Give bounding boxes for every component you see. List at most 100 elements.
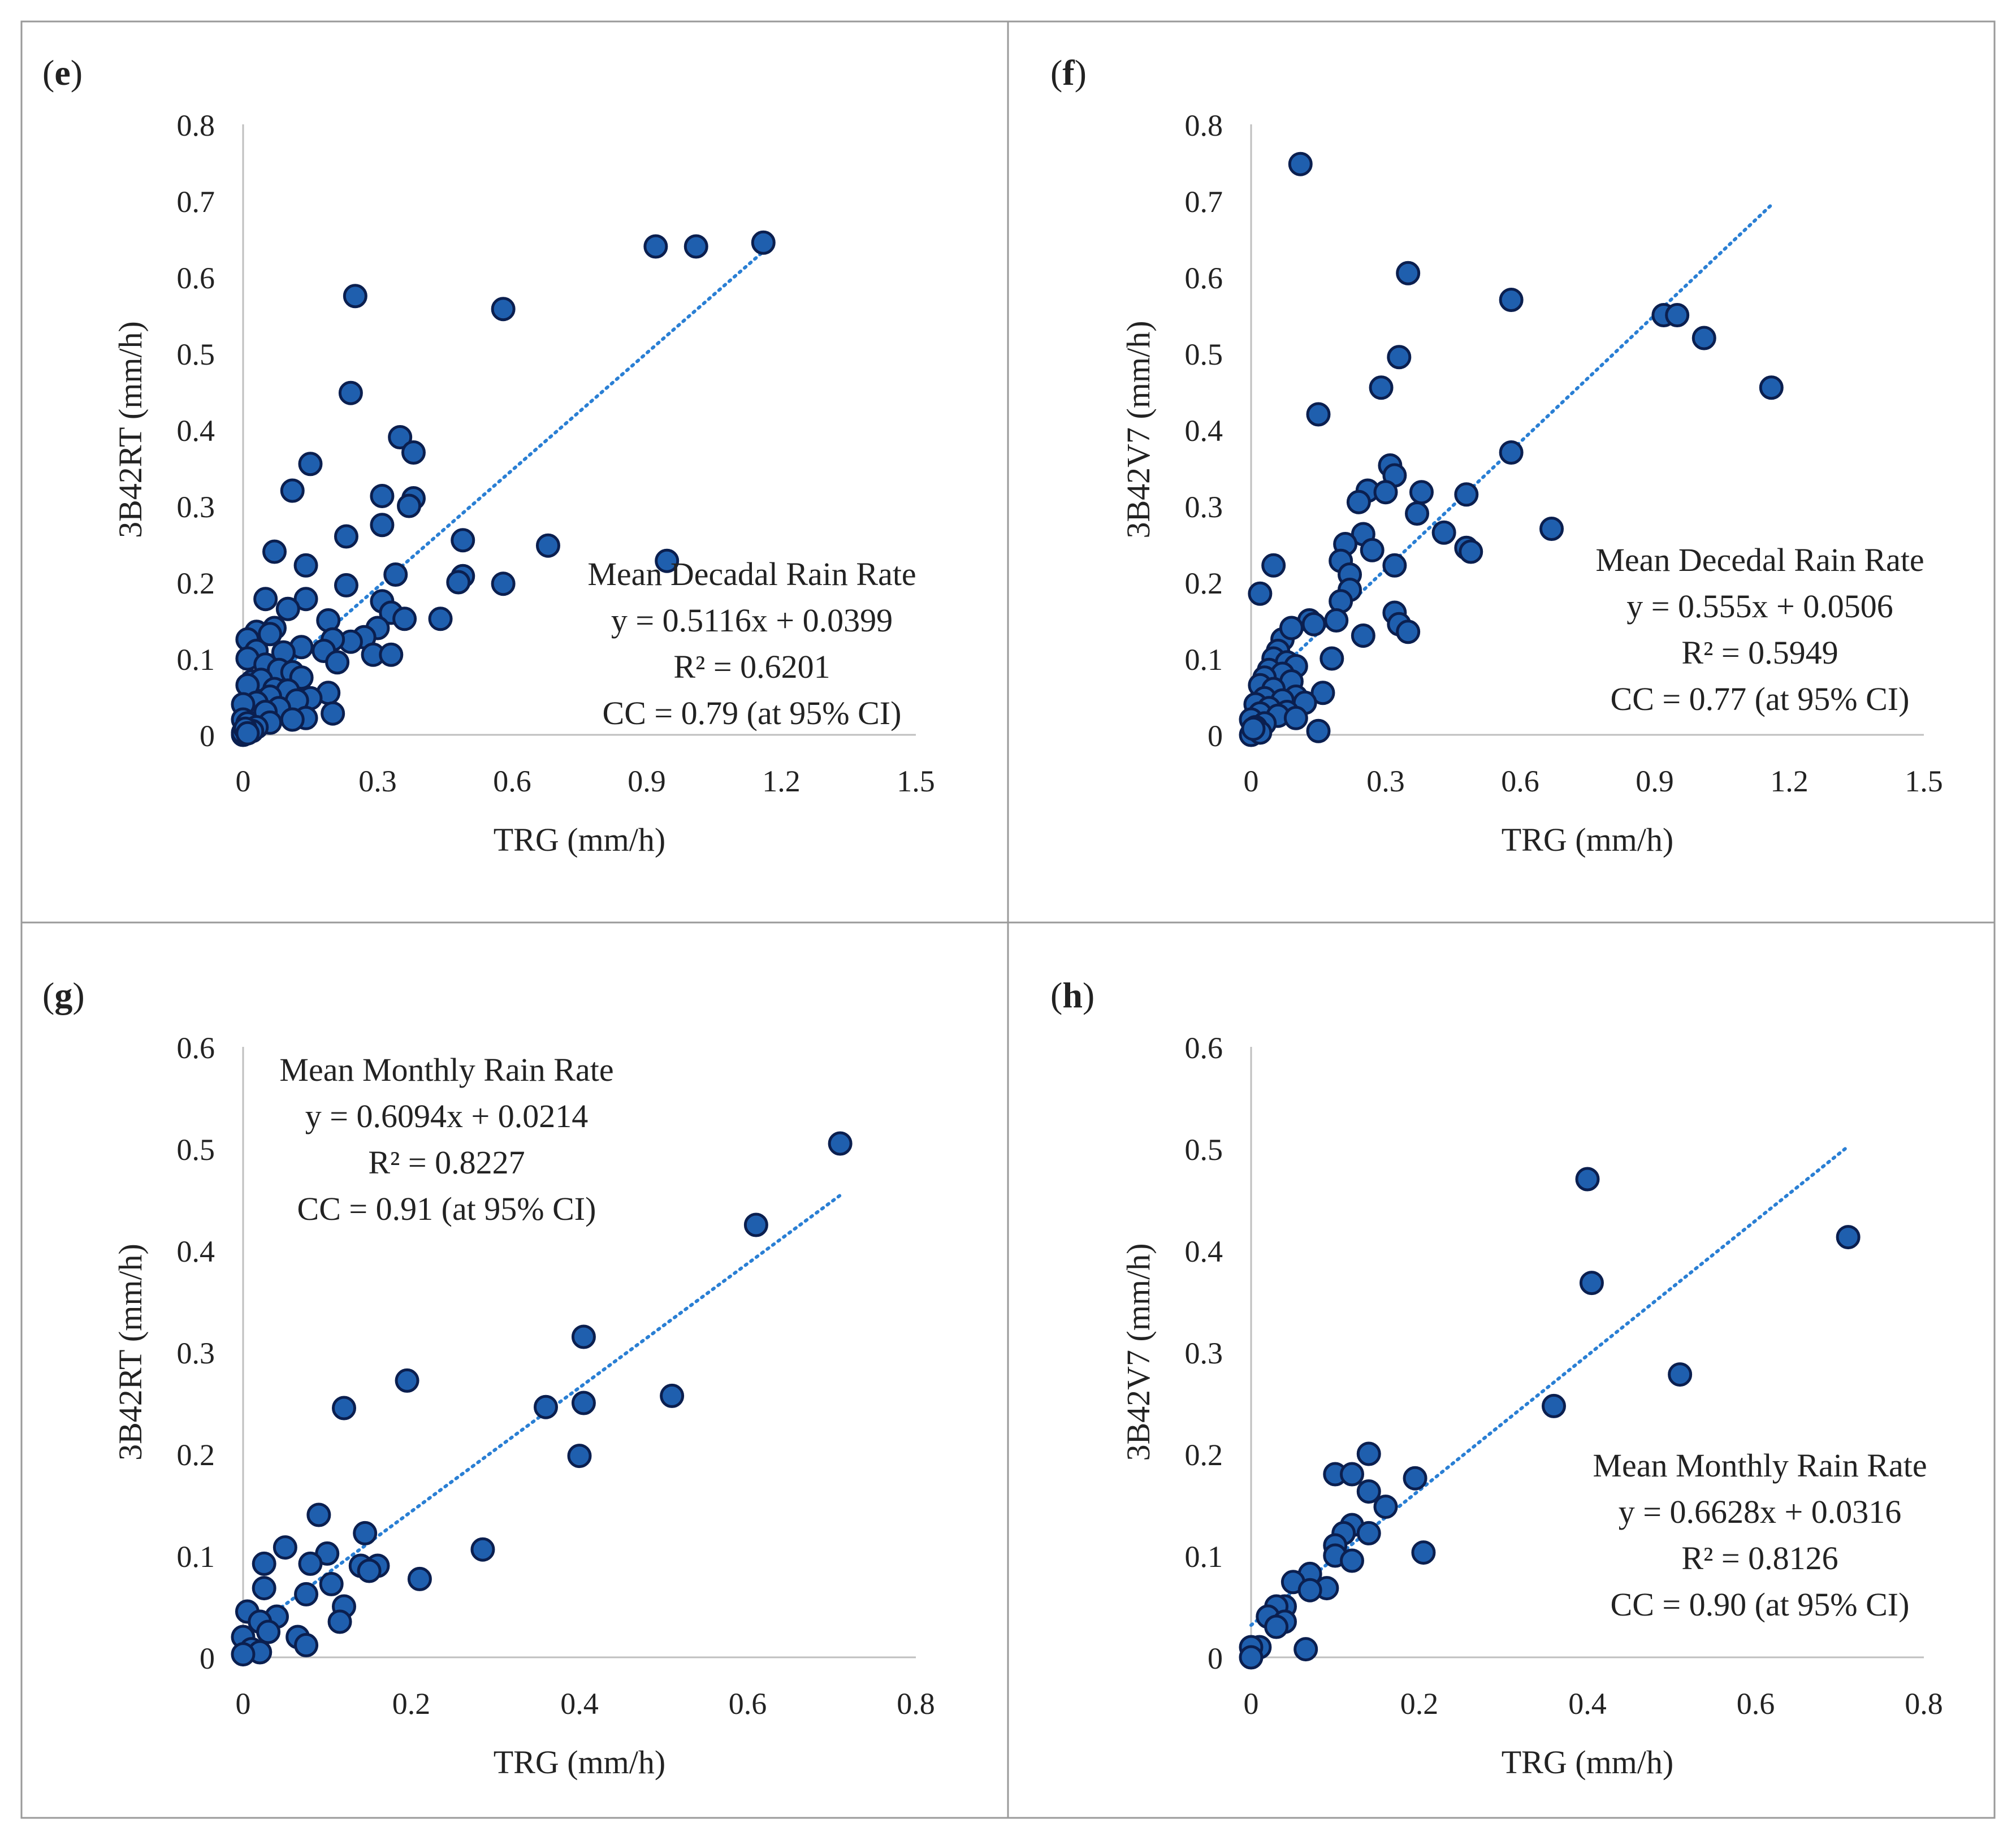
panel-label: (f) bbox=[1050, 53, 1087, 93]
data-point bbox=[1836, 1225, 1861, 1250]
data-point bbox=[1261, 553, 1286, 578]
annotation-line: y = 0.5116x + 0.0399 bbox=[611, 602, 893, 639]
annotation-line: CC = 0.77 (at 95% CI) bbox=[1611, 681, 1910, 717]
y-tick-label: 0.3 bbox=[1185, 490, 1223, 524]
data-point bbox=[1431, 520, 1456, 545]
data-point bbox=[1542, 1393, 1566, 1418]
panel-border bbox=[1008, 923, 1996, 1819]
annotation-line: R² = 0.5949 bbox=[1681, 634, 1838, 671]
data-point bbox=[743, 1212, 768, 1237]
annotation-line: R² = 0.8126 bbox=[1681, 1540, 1838, 1577]
y-tick-label: 0.3 bbox=[177, 490, 215, 524]
x-tick-label: 0.3 bbox=[1366, 764, 1405, 798]
data-point bbox=[567, 1444, 592, 1469]
data-point bbox=[1373, 480, 1398, 505]
data-point bbox=[683, 234, 708, 259]
data-point bbox=[231, 1642, 256, 1667]
data-point bbox=[1759, 375, 1784, 400]
data-point bbox=[321, 701, 345, 726]
data-point bbox=[252, 1576, 276, 1601]
annotation-title: Mean Decadal Rain Rate bbox=[587, 556, 916, 592]
data-point bbox=[392, 607, 417, 631]
x-tick-label: 0 bbox=[1244, 764, 1259, 798]
data-point bbox=[1293, 1637, 1318, 1662]
panel-label: (h) bbox=[1050, 975, 1094, 1015]
y-tick-label: 0.4 bbox=[177, 414, 215, 448]
x-tick-label: 0.2 bbox=[392, 1687, 431, 1721]
x-tick-label: 0.2 bbox=[1400, 1687, 1439, 1721]
x-tick-label: 0.3 bbox=[358, 764, 397, 798]
data-point bbox=[660, 1383, 685, 1408]
annotation-line: y = 0.6628x + 0.0316 bbox=[1619, 1493, 1901, 1530]
data-point bbox=[407, 1566, 432, 1591]
data-point bbox=[1356, 1479, 1381, 1504]
data-point bbox=[235, 721, 260, 746]
panel-border bbox=[1008, 20, 1996, 923]
panel-label-letter: g bbox=[54, 975, 72, 1015]
y-axis-label: 3B42RT (mm/h) bbox=[112, 1244, 149, 1461]
x-tick-label: 1.2 bbox=[1770, 764, 1809, 798]
trend-line bbox=[1249, 1145, 1850, 1627]
y-tick-label: 0.7 bbox=[1185, 185, 1223, 219]
data-point bbox=[491, 297, 516, 322]
y-tick-label: 0.4 bbox=[1185, 414, 1223, 448]
data-point bbox=[1360, 538, 1385, 562]
data-point bbox=[258, 622, 283, 647]
x-axis-label: TRG (mm/h) bbox=[494, 1744, 665, 1781]
y-tick-label: 0.1 bbox=[177, 1540, 215, 1574]
data-point bbox=[306, 1502, 331, 1527]
panel-label: (e) bbox=[42, 53, 83, 93]
data-point bbox=[401, 440, 426, 465]
panel-label-close: ) bbox=[1083, 975, 1094, 1015]
data-point bbox=[298, 1551, 323, 1576]
data-point bbox=[1239, 1645, 1264, 1670]
x-tick-label: 1.5 bbox=[1905, 764, 1943, 798]
y-tick-label: 0.4 bbox=[177, 1235, 215, 1268]
x-axis-label: TRG (mm/h) bbox=[1502, 1744, 1673, 1781]
x-tick-label: 0.8 bbox=[897, 1687, 935, 1721]
y-tick-label: 0.6 bbox=[177, 1031, 215, 1065]
data-point bbox=[571, 1391, 596, 1415]
data-point bbox=[1310, 681, 1335, 705]
data-point bbox=[397, 493, 422, 518]
panel-label-letter: h bbox=[1062, 975, 1083, 1015]
data-point bbox=[1579, 1271, 1604, 1296]
data-point bbox=[1454, 482, 1479, 507]
data-point bbox=[353, 1521, 378, 1545]
data-point bbox=[343, 284, 367, 309]
y-tick-label: 0 bbox=[200, 1642, 215, 1675]
x-tick-label: 0.9 bbox=[628, 764, 666, 798]
data-point bbox=[294, 1582, 319, 1606]
y-tick-label: 0 bbox=[1208, 719, 1223, 753]
data-point bbox=[1248, 581, 1273, 606]
panel-label-letter: f bbox=[1062, 53, 1075, 93]
data-point bbox=[275, 596, 300, 621]
data-point bbox=[1351, 623, 1375, 648]
annotation-title: Mean Decedal Rain Rate bbox=[1595, 542, 1924, 578]
y-tick-label: 0.2 bbox=[177, 1438, 215, 1472]
data-point bbox=[370, 483, 395, 508]
data-point bbox=[1396, 261, 1421, 285]
data-point bbox=[293, 553, 318, 578]
data-point bbox=[828, 1131, 853, 1156]
data-point bbox=[1297, 1578, 1322, 1603]
data-point bbox=[338, 380, 363, 405]
y-tick-label: 0.2 bbox=[1185, 566, 1223, 600]
panel-e: (e) 0 0.1 0.2 0.3 0.4 0.5 0.6 0.7 0.8 0 0.3 0.6 0.9 1.… bbox=[20, 20, 1008, 923]
panel-label-letter: e bbox=[54, 53, 70, 93]
y-tick-label: 0.5 bbox=[1185, 337, 1223, 371]
x-tick-label: 0.6 bbox=[729, 1687, 767, 1721]
y-tick-label: 0.6 bbox=[1185, 1031, 1223, 1065]
y-tick-label: 0.5 bbox=[177, 337, 215, 371]
data-point bbox=[1356, 1441, 1381, 1466]
data-point bbox=[327, 1609, 352, 1634]
data-point bbox=[280, 478, 305, 503]
panel-label-open: ( bbox=[1050, 975, 1062, 1015]
data-point bbox=[428, 607, 453, 631]
y-tick-label: 0.5 bbox=[177, 1133, 215, 1167]
y-tick-label: 0.2 bbox=[177, 566, 215, 600]
data-point bbox=[253, 587, 278, 612]
annotation-line: y = 0.6094x + 0.0214 bbox=[305, 1098, 588, 1134]
data-point bbox=[1324, 608, 1349, 633]
data-point bbox=[1459, 539, 1483, 564]
